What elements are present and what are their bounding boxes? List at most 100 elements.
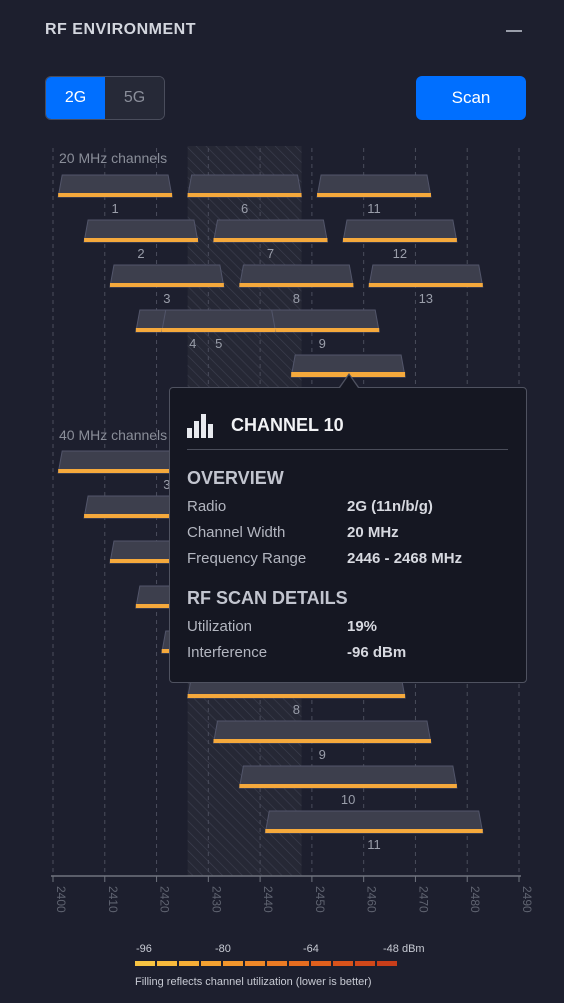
channel-40mhz-3-label: 3	[163, 477, 170, 492]
legend-swatch-6	[267, 961, 287, 966]
tooltip-divider	[187, 449, 508, 450]
channel-40mhz-11-label: 11	[367, 837, 381, 852]
band-2g-button[interactable]: 2G	[46, 77, 105, 119]
channel-width-label: Channel Width	[187, 524, 286, 541]
utilization-value: 19%	[347, 618, 378, 635]
channel-20mhz-4-label: 4	[189, 336, 196, 351]
channel-20mhz-1-block	[57, 174, 173, 198]
channel-20mhz-7-label: 7	[267, 246, 274, 261]
channel-20mhz-12-block	[342, 219, 458, 243]
legend-swatch-8	[311, 961, 331, 966]
channel-20mhz-11-block	[316, 174, 432, 198]
tick-label-2400: 2400	[54, 886, 68, 913]
legend-swatch-3	[201, 961, 221, 966]
channel-20mhz-8: 8	[238, 264, 354, 306]
channel-40mhz-8-fill	[187, 694, 406, 698]
legend-label-48: -48 dBm	[383, 943, 425, 955]
channel-20mhz-11: 11	[316, 174, 432, 216]
legend-swatch-10	[355, 961, 375, 966]
legend-label-64: -64	[303, 943, 319, 955]
channel-40mhz-9: 9	[212, 720, 432, 762]
channel-40mhz-3-fill	[58, 469, 276, 473]
tick-label-2420: 2420	[158, 886, 172, 913]
radio-value: 2G (11n/b/g)	[347, 498, 433, 515]
channel-40mhz-10-block	[238, 765, 458, 789]
legend-swatch-5	[245, 961, 265, 966]
scan-button[interactable]: Scan	[416, 76, 526, 120]
channel-20mhz-13-fill	[368, 283, 483, 287]
tick-label-2430: 2430	[209, 886, 223, 913]
channel-20mhz-2-block	[83, 219, 199, 243]
channel-20mhz-7: 7	[212, 219, 329, 261]
channel-20mhz-13: 13	[368, 264, 484, 306]
tick-label-2410: 2410	[106, 886, 120, 913]
legend-note: Filling reflects channel utilization (lo…	[135, 976, 372, 988]
channel-40mhz-10-label: 10	[341, 792, 355, 807]
legend-gradient	[135, 961, 397, 966]
tooltip-arrow-inner	[340, 375, 358, 388]
channel-20mhz-6-label: 6	[241, 201, 248, 216]
legend-swatch-7	[289, 961, 309, 966]
legend-swatch-4	[223, 961, 243, 966]
rf-scan-heading: RF SCAN DETAILS	[187, 588, 348, 608]
legend-swatch-1	[157, 961, 177, 966]
channel-20mhz-6-fill	[187, 193, 302, 197]
channel-20mhz-1-label: 1	[112, 201, 119, 216]
channel-20mhz-6: 6	[187, 174, 303, 216]
channel-20mhz-8-label: 8	[293, 291, 300, 306]
channel-20mhz-13-block	[368, 264, 484, 288]
channel-40mhz-11-fill	[265, 829, 483, 833]
channel-40mhz-10-fill	[239, 784, 457, 788]
legend-label-96: -96	[136, 943, 152, 955]
channel-20mhz-3-fill	[109, 283, 224, 287]
legend-swatch-2	[179, 961, 199, 966]
band-toggle: 2G 5G	[45, 76, 165, 120]
tick-label-2490: 2490	[520, 886, 534, 913]
signal-bars-icon	[187, 414, 213, 438]
tick-label-2480: 2480	[468, 886, 482, 913]
channel-20mhz-13-label: 13	[419, 291, 433, 306]
frequency-range-value: 2446 - 2468 MHz	[347, 550, 463, 567]
channel-20mhz-7-fill	[213, 238, 328, 242]
band-5g-button[interactable]: 5G	[105, 77, 164, 119]
channel-20mhz-5-label: 5	[215, 336, 222, 351]
legend-swatch-11	[377, 961, 397, 966]
channel-40mhz-9-label: 9	[319, 747, 326, 762]
tick-label-2440: 2440	[261, 886, 275, 913]
channel-40mhz-8-label: 8	[293, 702, 300, 717]
channel-40mhz-10: 10	[238, 765, 458, 807]
legend-label-80: -80	[215, 943, 231, 955]
channel-20mhz-5: 5	[161, 309, 277, 351]
channel-40mhz-9-block	[212, 720, 432, 744]
legend-swatch-0	[135, 961, 155, 966]
channel-20mhz-12-fill	[342, 238, 457, 242]
overview-heading: OVERVIEW	[187, 468, 284, 488]
channel-20mhz-5-fill	[161, 328, 276, 332]
group-label-0: 20 MHz channels	[59, 150, 167, 166]
tooltip-title: CHANNEL 10	[231, 415, 344, 435]
channel-20mhz-9-label: 9	[319, 336, 326, 351]
channel-20mhz-8-fill	[239, 283, 354, 287]
collapse-icon[interactable]	[506, 30, 522, 32]
channel-20mhz-1-fill	[58, 193, 173, 197]
channel-20mhz-11-label: 11	[367, 201, 381, 216]
channel-width-value: 20 MHz	[347, 524, 399, 541]
channel-20mhz-3-label: 3	[163, 291, 170, 306]
channel-20mhz-12-label: 12	[393, 246, 407, 261]
interference-label: Interference	[187, 644, 268, 661]
tick-label-2450: 2450	[313, 886, 327, 913]
tick-label-2460: 2460	[365, 886, 379, 913]
channel-20mhz-2-fill	[84, 238, 198, 242]
channel-tooltip: CHANNEL 10 OVERVIEW Radio 2G (11n/b/g) C…	[169, 387, 527, 683]
channel-20mhz-12: 12	[342, 219, 458, 261]
channel-40mhz-11-block	[264, 810, 484, 834]
channel-20mhz-2-label: 2	[137, 246, 144, 261]
legend-swatch-9	[333, 961, 353, 966]
channel-20mhz-1: 1	[57, 174, 173, 216]
tick-label-2470: 2470	[416, 886, 430, 913]
channel-20mhz-11-fill	[317, 193, 431, 197]
channel-20mhz-3: 3	[109, 264, 225, 306]
frequency-range-label: Frequency Range	[187, 550, 307, 567]
panel-title: RF ENVIRONMENT	[45, 21, 196, 38]
channel-20mhz-3-block	[109, 264, 225, 288]
